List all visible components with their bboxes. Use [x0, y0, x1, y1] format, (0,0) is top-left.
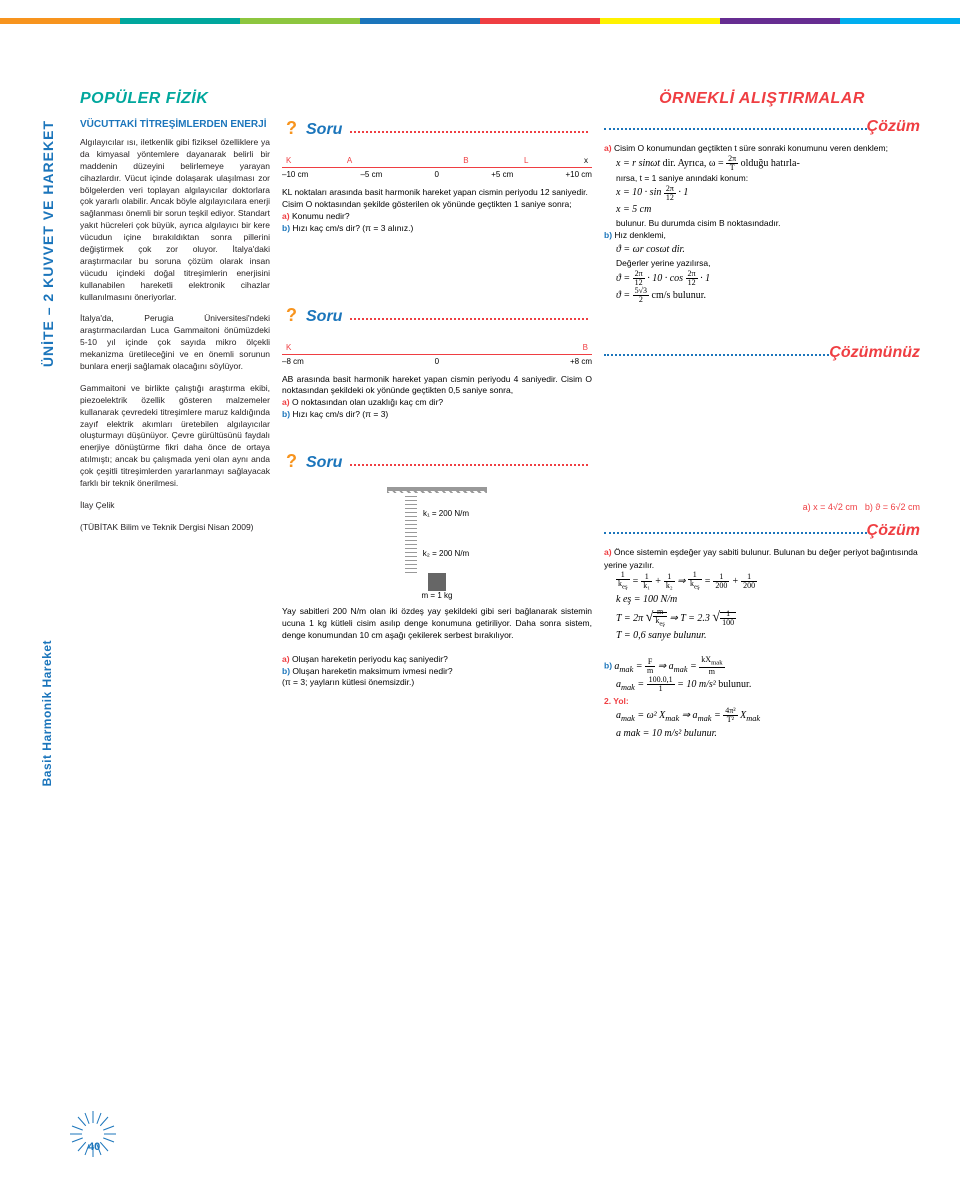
question-icon	[282, 118, 302, 142]
paragraph-2: İtalya'da, Perugia Üniversitesi'ndeki ar…	[80, 313, 270, 372]
soru-3-header: Soru	[282, 451, 592, 475]
solution-3: a) Önce sistemin eşdeğer yay sabiti bulu…	[604, 546, 920, 741]
top-color-strip	[0, 0, 960, 30]
source: (TÜBİTAK Bilim ve Teknik Dergisi Nisan 2…	[80, 522, 270, 534]
populer-fizik-header: POPÜLER FİZİK	[80, 90, 270, 108]
topic-label: Basit Harmonik Hareket	[40, 640, 54, 786]
q2-text: AB arasında basit harmonik hareket yapan…	[282, 374, 592, 422]
left-column: POPÜLER FİZİK VÜCUTTAKİ TİTREŞİMLERDEN E…	[80, 90, 270, 741]
main-columns: POPÜLER FİZİK VÜCUTTAKİ TİTREŞİMLERDEN E…	[80, 90, 920, 741]
soru-label: Soru	[306, 121, 342, 139]
q1-values: –10 cm–5 cm0+5 cm+10 cm	[282, 170, 592, 179]
cozum-3-header: Çözüm	[604, 522, 920, 540]
question-icon	[282, 305, 302, 329]
page-number: 40	[88, 1141, 100, 1153]
cozumunuz-header: Çözümünüz	[604, 344, 920, 362]
q1-diagram: KABLx –10 cm–5 cm0+5 cm+10 cm	[282, 148, 592, 187]
soru-2-header: Soru	[282, 305, 592, 329]
q3-diagram: k₁ = 200 N/m k₂ = 200 N/m m = 1 kg	[282, 481, 592, 606]
question-icon	[282, 451, 302, 475]
q2-diagram: KB –8 cm0+8 cm	[282, 335, 592, 374]
paragraph-3: Gammaitoni ve birlikte çalıştığı araştır…	[80, 383, 270, 490]
q1-points: KABLx	[282, 156, 592, 165]
author: İlay Çelik	[80, 500, 270, 512]
solution-1: a) Cisim O konumundan geçtikten t süre s…	[604, 142, 920, 304]
sub-header: VÜCUTTAKİ TİTREŞİMLERDEN ENERJİ	[80, 118, 270, 131]
soru-1-header: Soru	[282, 118, 592, 142]
right-column: ÖRNEKLİ ALIŞTIRMALAR Çözüm a) Cisim O ko…	[604, 90, 920, 741]
page: ÜNİTE – 2 KUVVET VE HAREKET Basit Harmon…	[0, 0, 960, 1193]
q1-text: KL noktaları arasında basit harmonik har…	[282, 187, 592, 235]
q3-text: Yay sabitleri 200 N/m olan iki özdeş yay…	[282, 606, 592, 689]
dots	[350, 127, 588, 133]
paragraph-1: Algılayıcılar ısı, iletkenlik gibi fizik…	[80, 137, 270, 303]
ornekli-header: ÖRNEKLİ ALIŞTIRMALAR	[604, 90, 920, 108]
middle-column: . Soru KABLx –10 cm–5 cm0+5 cm+10 cm KL …	[282, 90, 592, 741]
cozum-1-header: Çözüm	[604, 118, 920, 136]
unit-label: ÜNİTE – 2 KUVVET VE HAREKET	[40, 120, 56, 367]
answer-2: a) x = 4√2 cm b) ϑ = 6√2 cm	[604, 502, 920, 512]
